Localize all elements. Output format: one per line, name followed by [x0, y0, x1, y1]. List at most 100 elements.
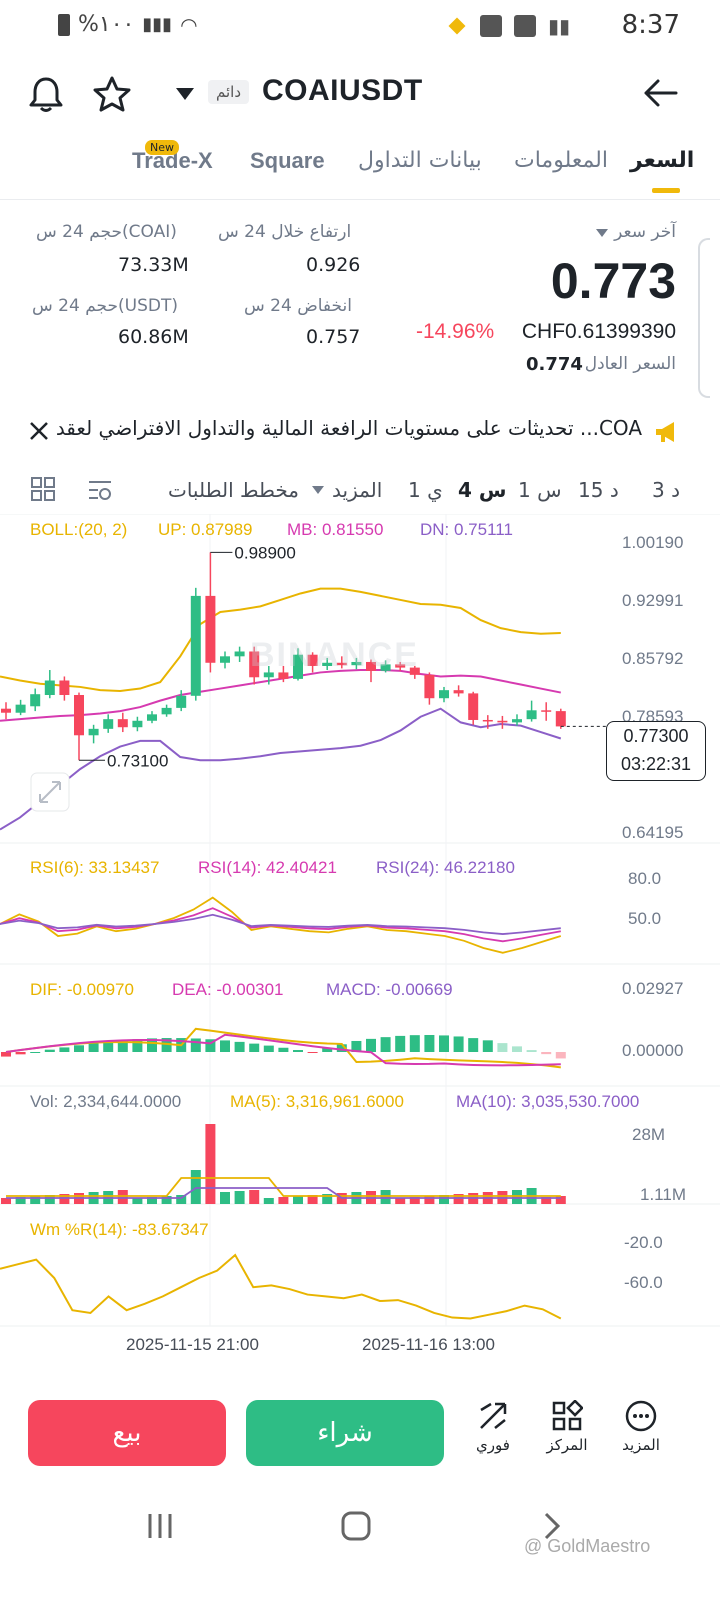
candle-body: [526, 710, 537, 720]
side-panel-handle[interactable]: [698, 238, 710, 398]
announcement-banner[interactable]: تحديثات على مستويات الرافعة المالية والت…: [0, 410, 720, 460]
macd-bar: [497, 1043, 508, 1052]
tab-trading-data[interactable]: بيانات التداول: [358, 148, 482, 173]
y-tick-0: 1.00190: [622, 533, 683, 552]
dropdown-caret-icon[interactable]: [176, 88, 194, 102]
macd-bar: [424, 1034, 435, 1052]
boll-mb: MB: 0.81550: [287, 520, 384, 539]
banner-text: تحديثات على مستويات الرافعة المالية والت…: [55, 416, 642, 440]
vol-quote-label: حجم 24 س(USDT): [32, 296, 178, 316]
volume-bar: [293, 1196, 303, 1204]
bell-icon[interactable]: [26, 74, 66, 114]
volume-bar: [439, 1195, 449, 1204]
candle-body: [278, 672, 289, 679]
macd-bar: [541, 1052, 552, 1055]
macd-bar: [30, 1052, 41, 1053]
more-caret-icon: [312, 486, 324, 494]
fair-price-label: السعر العادل: [584, 354, 676, 374]
expand-chart-icon[interactable]: [30, 772, 70, 812]
boll-mb-line: [0, 669, 561, 722]
volume-bar: [424, 1196, 435, 1204]
rsi-tick-0: 80.0: [628, 869, 661, 888]
volume-bar: [453, 1194, 464, 1204]
rsi24-line: [0, 913, 561, 935]
volume-bar: [541, 1197, 552, 1204]
macd-tick-0: 0.02927: [622, 979, 683, 998]
back-nav-icon[interactable]: [542, 1510, 562, 1542]
interval-1d[interactable]: 1 ي: [408, 478, 443, 502]
back-arrow-icon[interactable]: [642, 78, 678, 108]
macd-bar: [190, 1038, 201, 1052]
wr-tick-0: -20.0: [624, 1233, 663, 1252]
y-tick-5: 0.64195: [622, 823, 683, 842]
battery-level: %١٠٠: [78, 12, 135, 37]
candle-body: [74, 694, 84, 736]
volume-bar: [263, 1198, 274, 1204]
candle-body: [161, 707, 172, 715]
positions-button[interactable]: المركز: [532, 1399, 602, 1454]
volume-bar: [249, 1190, 260, 1204]
tab-info[interactable]: المعلومات: [514, 148, 608, 173]
more-intervals[interactable]: المزيد: [332, 478, 383, 502]
macd-bar: [147, 1038, 157, 1052]
candle-body: [176, 695, 187, 708]
layout-grid-icon[interactable]: [30, 476, 56, 502]
more-label: المزيد: [622, 1436, 660, 1454]
binance-status-icon: [448, 17, 466, 35]
sell-button[interactable]: بيع: [28, 1400, 226, 1466]
battery-icon: [58, 13, 70, 36]
buy-button[interactable]: شراء: [246, 1400, 444, 1466]
volume-bar: [132, 1198, 143, 1204]
candle-body: [263, 672, 274, 678]
macd-bar: [482, 1040, 493, 1052]
interval-15m[interactable]: 15 د: [578, 478, 619, 502]
candle-body: [439, 690, 449, 699]
interval-3m[interactable]: 3 د: [652, 478, 680, 502]
interval-1h[interactable]: 1 س: [518, 478, 562, 502]
volume-bar: [1, 1198, 11, 1204]
candle-body: [468, 693, 479, 720]
tab-square[interactable]: Square: [250, 148, 325, 173]
volume-bar: [409, 1197, 420, 1204]
close-icon[interactable]: [28, 420, 50, 442]
candle-body: [497, 720, 508, 723]
boll-up: UP: 0.87989: [158, 520, 253, 539]
candle-body: [103, 719, 114, 729]
last-price: 0.773: [550, 253, 676, 309]
pair-title[interactable]: COAIUSDT: [262, 74, 423, 107]
candle-body: [147, 714, 157, 721]
macd-bar: [351, 1040, 362, 1052]
watermark-credit: @ GoldMaestro: [524, 1536, 651, 1556]
recent-apps-icon[interactable]: [146, 1512, 174, 1540]
vol-ma5: MA(5): 3,316,961.6000: [230, 1092, 404, 1111]
kline-svg[interactable]: 1.001900.929910.857920.785930.713940.641…: [0, 513, 720, 1374]
macd-bar: [380, 1037, 391, 1052]
candle-body: [424, 674, 435, 699]
candle-countdown: 03:22:31: [620, 754, 692, 774]
candle-body: [409, 667, 420, 675]
interval-4h[interactable]: 4 س: [458, 478, 507, 502]
kline-chart[interactable]: 1.001900.929910.857920.785930.713940.641…: [0, 513, 720, 1374]
x-label-1: 2025-11-16 13:00: [362, 1335, 495, 1354]
more-button[interactable]: المزيد: [606, 1400, 676, 1454]
macd-bar: [395, 1035, 406, 1052]
candle-body: [88, 728, 99, 736]
caret-down-icon: [596, 229, 608, 237]
volume-bar: [44, 1195, 55, 1204]
macd-bar: [15, 1052, 26, 1055]
star-icon[interactable]: [92, 74, 132, 114]
macd-bar: [526, 1050, 537, 1052]
indicator-settings-icon[interactable]: [86, 476, 114, 504]
low-marker: 0.73100: [107, 751, 168, 770]
depth-chart-tab[interactable]: مخطط الطلبات: [168, 478, 300, 502]
volume-bar: [512, 1190, 522, 1204]
candle-body: [380, 664, 391, 671]
spot-button[interactable]: فوري: [458, 1400, 528, 1454]
macd-tick-1: 0.00000: [622, 1041, 683, 1060]
volume-bar: [395, 1198, 406, 1204]
home-icon[interactable]: [340, 1510, 372, 1542]
tab-price[interactable]: السعر: [630, 148, 695, 173]
wifi-icon: ◠: [180, 12, 198, 37]
y-tick-2: 0.85792: [622, 649, 683, 668]
candle-body: [322, 662, 333, 666]
